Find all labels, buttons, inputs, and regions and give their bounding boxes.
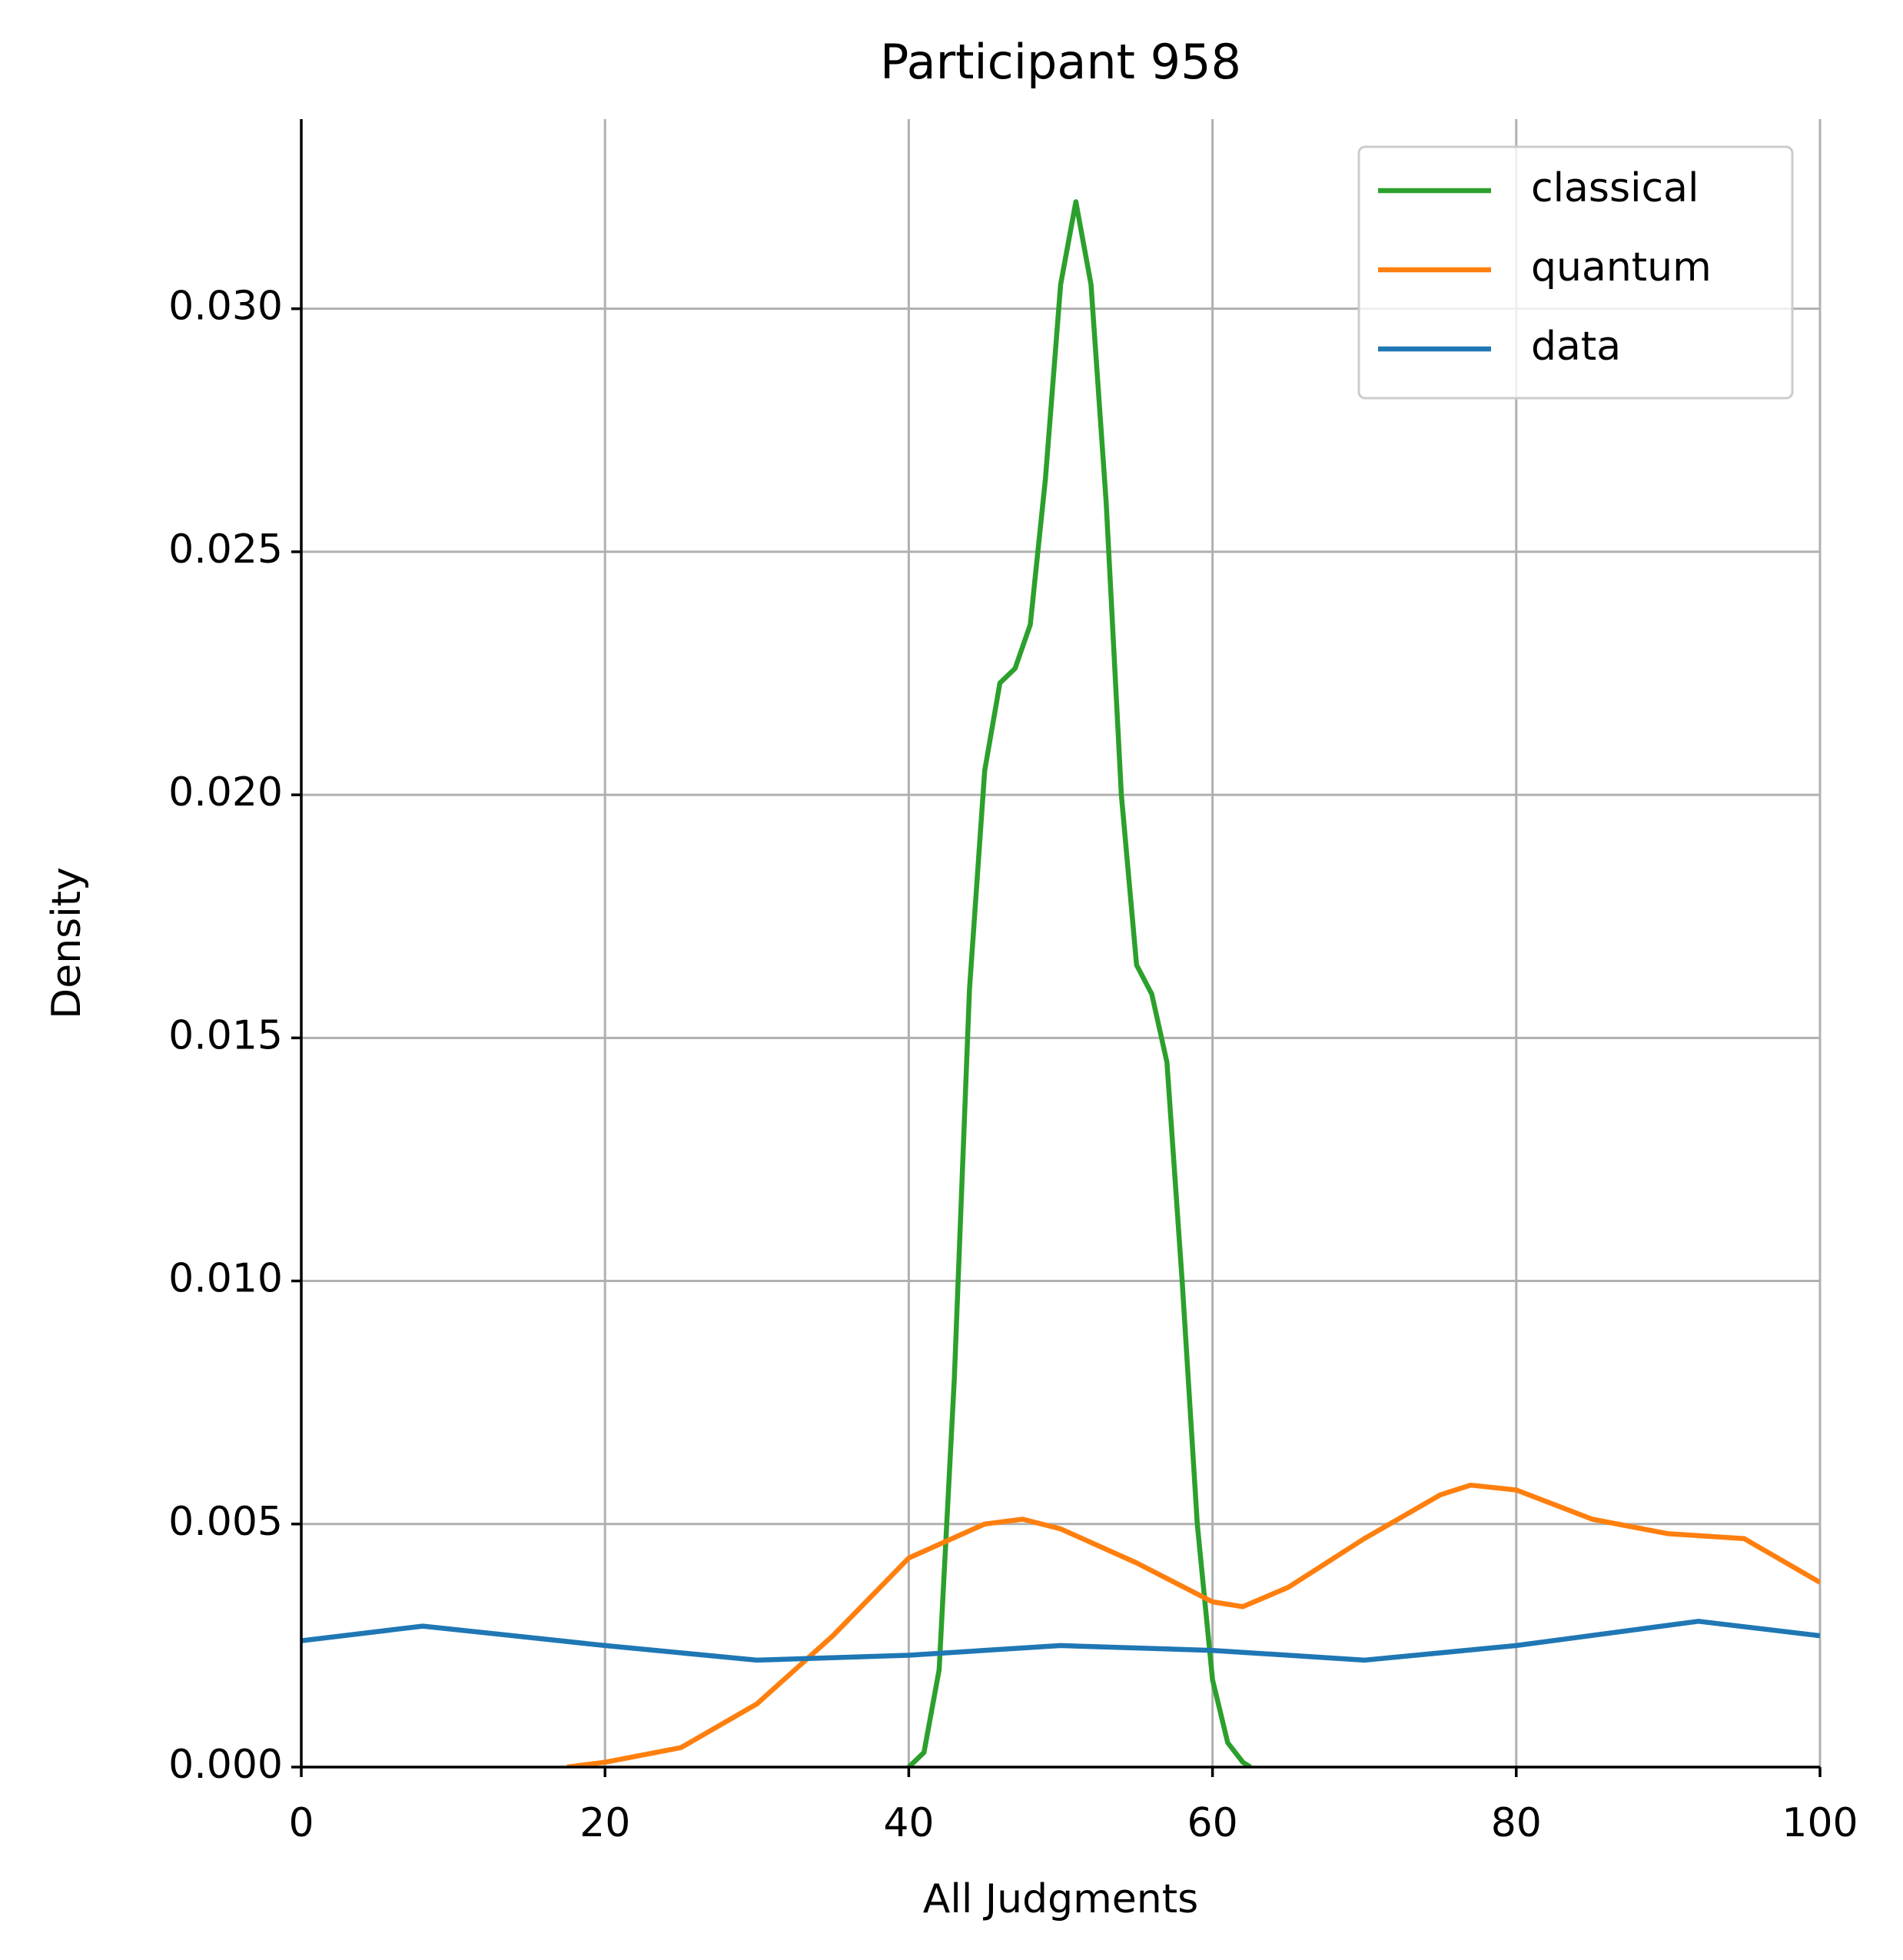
y-tick-label: 0.020 [168, 769, 283, 816]
line-series [907, 199, 1252, 1767]
x-tick-label: 0 [288, 1800, 314, 1846]
chart-title: Participant 958 [880, 34, 1241, 90]
y-tick-label: 0.015 [168, 1012, 283, 1058]
y-tick-label: 0.025 [168, 527, 283, 573]
x-tick-label: 100 [1782, 1800, 1858, 1846]
legend-label: data [1531, 324, 1621, 370]
x-tick-label: 20 [580, 1800, 630, 1846]
y-tick-label: 0.030 [168, 284, 283, 330]
y-tick-label: 0.000 [168, 1742, 283, 1788]
y-axis-label: Density [44, 867, 90, 1019]
line-series [566, 1482, 1820, 1767]
legend-box [1357, 145, 1794, 400]
legend-label: quantum [1531, 244, 1712, 291]
legend-label: classical [1531, 165, 1699, 211]
y-tick-label: 0.010 [168, 1256, 283, 1302]
x-tick-label: 40 [883, 1800, 934, 1846]
y-tick-label: 0.005 [168, 1499, 283, 1545]
x-tick-label: 80 [1491, 1800, 1542, 1846]
plot-area [301, 199, 1820, 1767]
line-series [301, 1619, 1820, 1663]
x-axis-label: All Judgments [923, 1876, 1198, 1922]
x-tick-label: 60 [1187, 1800, 1238, 1846]
